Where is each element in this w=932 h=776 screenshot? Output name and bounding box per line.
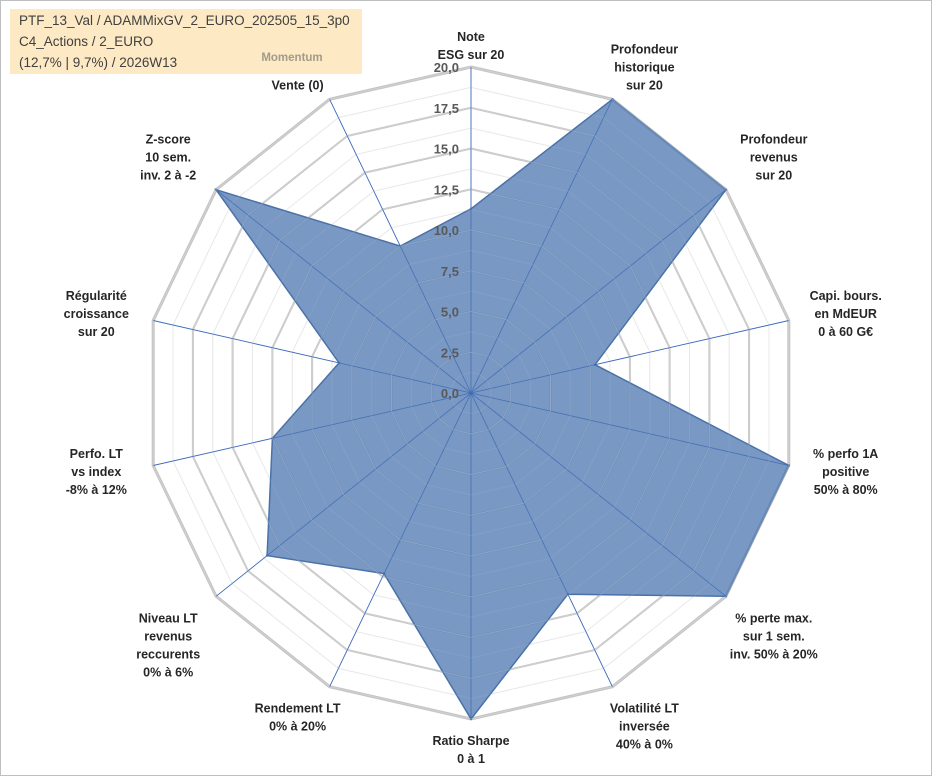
axis-label: 0% à 20% [269, 720, 326, 734]
grid-ring-overlay [271, 188, 671, 598]
grid-ring-overlay [331, 249, 611, 537]
axis-spoke-overlay [153, 392, 472, 466]
grid-ring-overlay [252, 168, 690, 618]
axis-label: sur 20 [755, 169, 792, 183]
axis-label: sur 20 [78, 325, 115, 339]
tick-label: 17,5 [434, 101, 459, 116]
tick-label: 15,0 [434, 142, 459, 157]
axis-label: croissance [64, 307, 129, 321]
axis-label: Niveau LT [139, 611, 198, 625]
axis-label: 10 sem. [145, 151, 191, 165]
radar-series [152, 66, 790, 721]
axis-label: sur 20 [626, 78, 663, 92]
axis-label: Régularité [66, 289, 127, 303]
grid-ring-overlay [172, 86, 770, 700]
axis-label: Note [457, 30, 485, 44]
axis-spoke-overlay [215, 189, 472, 394]
axis-label: Capi. bours. [810, 289, 882, 303]
grid-ring-overlay [371, 290, 571, 496]
axis-label: ESG sur 20 [438, 48, 505, 62]
tick-label: 10,0 [434, 223, 459, 238]
axis-label: Ratio Sharpe [432, 734, 509, 748]
grid-ring-overlay [351, 270, 591, 516]
series-area [214, 98, 790, 721]
axis-label: Z-score [146, 133, 191, 147]
axis-spoke-overlay [470, 392, 613, 687]
axis-label: -8% à 12% [66, 483, 127, 497]
tick-label: 7,5 [441, 264, 459, 279]
axis-label: 0 à 1 [457, 752, 485, 766]
grid-ring-overlay [430, 351, 512, 435]
axis-spoke-overlay [470, 320, 789, 394]
axis-label: 0% à 6% [143, 665, 193, 679]
axis-label: Perfo. LT [70, 447, 124, 461]
axis-spoke-overlay [329, 99, 472, 394]
grid-ring-overlay [450, 372, 492, 414]
tick-label: 20,0 [434, 60, 459, 75]
grid-ring-overlay [410, 331, 532, 455]
grid-ring-overlay [311, 229, 631, 557]
grid-ring-overlay [152, 66, 790, 720]
portfolio-category: C4_Actions / 2_EURO [19, 34, 154, 49]
axis-label: en MdEUR [814, 307, 877, 321]
momentum-title: Momentum [261, 52, 323, 64]
axis-spoke-overlay [329, 392, 472, 687]
axis-label: revenus [144, 629, 192, 643]
grid-ring-overlay [212, 127, 730, 659]
radar-axis-labels: Note ESG sur 20 Profondeur historique sur 20… [64, 30, 882, 766]
tick-label: 0,0 [441, 386, 459, 401]
radar-tick-labels: 0,0 2,5 5,0 7,5 10,0 12,5 15,0 17,5 20,0 [434, 60, 459, 401]
axis-label: Volatilité LT [610, 702, 679, 716]
axis-spoke-overlay [215, 392, 472, 597]
axis-label: inv. 2 à -2 [140, 169, 196, 183]
grid-ring-overlay [192, 107, 750, 679]
axis-spoke-overlay [470, 99, 613, 394]
axis-label: Profondeur [611, 42, 678, 56]
axis-label: % perte max. [735, 611, 812, 625]
grid-ring-overlay [291, 209, 651, 577]
axis-label: 0 à 60 G€ [818, 325, 873, 339]
axis-label: historique [614, 60, 674, 74]
axis-spoke-overlay [470, 392, 727, 597]
tick-label: 2,5 [441, 345, 459, 360]
axis-label: Rendement LT [255, 702, 341, 716]
axis-label: sur 1 sem. [743, 629, 805, 643]
axis-label: inversée [619, 720, 670, 734]
axis-label: inv. 50% à 20% [730, 647, 818, 661]
axis-label: 50% à 80% [814, 483, 878, 497]
axis-label: 40% à 0% [616, 738, 673, 752]
axis-spoke-overlay [470, 392, 789, 466]
axis-label: % perfo 1A [813, 447, 878, 461]
grid-ring-overlay [391, 310, 551, 476]
axis-label: vs index [71, 465, 121, 479]
grid-ring-overlay [232, 147, 710, 639]
tick-label: 5,0 [441, 305, 459, 320]
axis-label: Vente (0) [272, 78, 324, 92]
axis-label: Profondeur [740, 133, 807, 147]
tick-label: 12,5 [434, 182, 459, 197]
axis-label: reccurents [136, 647, 200, 661]
portfolio-info-box: PTF_13_Val / ADAMMixGV_2_EURO_202505_15_… [10, 9, 362, 74]
axis-label: positive [822, 465, 869, 479]
portfolio-name: PTF_13_Val / ADAMMixGV_2_EURO_202505_15_… [19, 13, 350, 28]
axis-spoke-overlay [153, 320, 472, 394]
axis-label: revenus [750, 151, 798, 165]
axis-spoke-overlay [470, 189, 727, 394]
portfolio-stats: (12,7% | 9,7%) / 2026W13 [19, 55, 178, 70]
